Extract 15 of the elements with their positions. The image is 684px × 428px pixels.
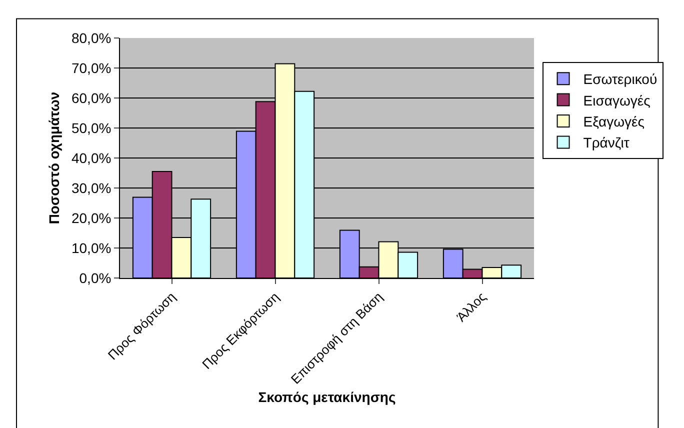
y-tick-label: 20,0%	[71, 210, 112, 226]
y-tick-label: 0,0%	[79, 270, 112, 286]
y-tick-label: 60,0%	[71, 90, 112, 106]
y-tick-label: 50,0%	[71, 120, 112, 136]
y-tick-label: 80,0%	[71, 30, 112, 46]
y-tick-label: 30,0%	[71, 180, 112, 196]
y-tick-label: 10,0%	[71, 240, 112, 256]
x-axis-title: Σκοπός μετακίνησης	[258, 388, 396, 405]
y-axis-title: Ποσοστό οχημάτων	[46, 92, 62, 224]
y-tick-label: 40,0%	[71, 150, 112, 166]
legend-label: Εισαγωγές	[583, 92, 651, 108]
y-tick-label: 70,0%	[71, 60, 112, 76]
legend-label: Εξαγωγές	[583, 113, 645, 130]
legend-label: Τράνζιτ	[583, 134, 630, 151]
legend-label: Εσωτερικού	[583, 71, 658, 88]
